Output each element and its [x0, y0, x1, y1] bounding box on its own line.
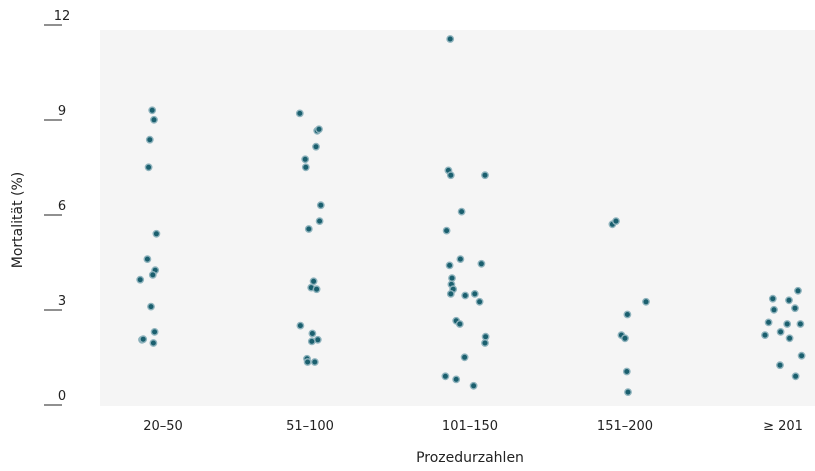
data-point: [310, 358, 319, 366]
data-point: [469, 381, 478, 390]
y-tick-label: 9: [58, 104, 66, 119]
data-point: [776, 361, 784, 370]
data-point: [446, 171, 455, 180]
data-point: [148, 106, 157, 115]
data-point: [441, 372, 450, 381]
x-tick-label: 20–50: [143, 419, 183, 434]
data-point: [296, 321, 305, 330]
data-point: [477, 259, 486, 268]
data-point: [797, 351, 806, 360]
data-point: [768, 294, 777, 303]
y-tick-label: 12: [54, 9, 71, 24]
data-point: [785, 296, 793, 305]
data-point: [461, 291, 470, 300]
data-point: [481, 339, 489, 347]
data-point: [794, 286, 802, 295]
data-point: [622, 367, 631, 376]
data-point: [445, 261, 454, 270]
data-points: [136, 35, 806, 396]
x-axis: 20–50 51–100 101–150 151–200 ≥ 201: [143, 419, 803, 434]
data-point: [621, 334, 629, 343]
data-point: [301, 163, 310, 172]
x-axis-title: Prozedurzahlen: [416, 450, 524, 466]
data-point: [791, 372, 800, 381]
data-point: [136, 275, 145, 284]
x-tick-label: ≥ 201: [763, 419, 803, 434]
data-point: [315, 125, 323, 134]
data-point: [770, 305, 778, 314]
x-tick-label: 101–150: [442, 419, 498, 434]
data-point: [785, 334, 794, 343]
data-point: [448, 274, 456, 282]
data-point: [145, 135, 154, 144]
data-point: [308, 329, 317, 338]
data-point: [446, 35, 455, 43]
data-point: [612, 217, 620, 226]
data-point: [456, 255, 465, 264]
y-axis-title: Mortalität (%): [10, 172, 26, 268]
data-point: [304, 225, 313, 233]
data-point: [312, 142, 320, 151]
data-point: [150, 327, 159, 336]
data-point: [139, 335, 148, 344]
data-point: [147, 302, 155, 311]
data-point: [764, 318, 773, 327]
data-point: [623, 310, 632, 319]
data-point: [303, 358, 312, 366]
y-axis: 0 3 6 9 12: [44, 9, 71, 406]
x-tick-label: 51–100: [286, 419, 334, 434]
data-point: [315, 217, 324, 226]
data-point: [475, 297, 484, 306]
data-point: [481, 332, 490, 341]
data-point: [776, 327, 785, 336]
data-point: [309, 277, 318, 286]
data-point: [460, 353, 469, 362]
data-point: [446, 289, 455, 298]
data-point: [452, 375, 461, 384]
y-tick-label: 3: [58, 294, 66, 309]
data-point: [144, 163, 153, 172]
data-point: [442, 226, 451, 235]
data-point: [312, 285, 321, 294]
data-point: [316, 201, 325, 210]
data-point: [470, 289, 479, 298]
data-point: [143, 255, 152, 264]
data-point: [148, 270, 157, 279]
data-point: [642, 297, 650, 306]
data-point: [149, 339, 158, 347]
x-tick-label: 151–200: [597, 419, 653, 434]
data-point: [783, 320, 792, 328]
data-point: [481, 171, 489, 180]
data-point: [295, 109, 304, 118]
plot-background: [100, 30, 815, 406]
data-point: [796, 320, 805, 328]
data-point: [455, 320, 464, 328]
data-point: [624, 388, 632, 396]
data-point: [150, 115, 158, 124]
data-point: [791, 304, 799, 313]
data-point: [152, 229, 161, 238]
y-tick-label: 6: [58, 199, 66, 214]
y-tick-label: 0: [58, 389, 66, 404]
data-point: [457, 207, 466, 216]
data-point: [761, 331, 769, 339]
data-point: [301, 155, 310, 164]
data-point: [307, 337, 316, 346]
